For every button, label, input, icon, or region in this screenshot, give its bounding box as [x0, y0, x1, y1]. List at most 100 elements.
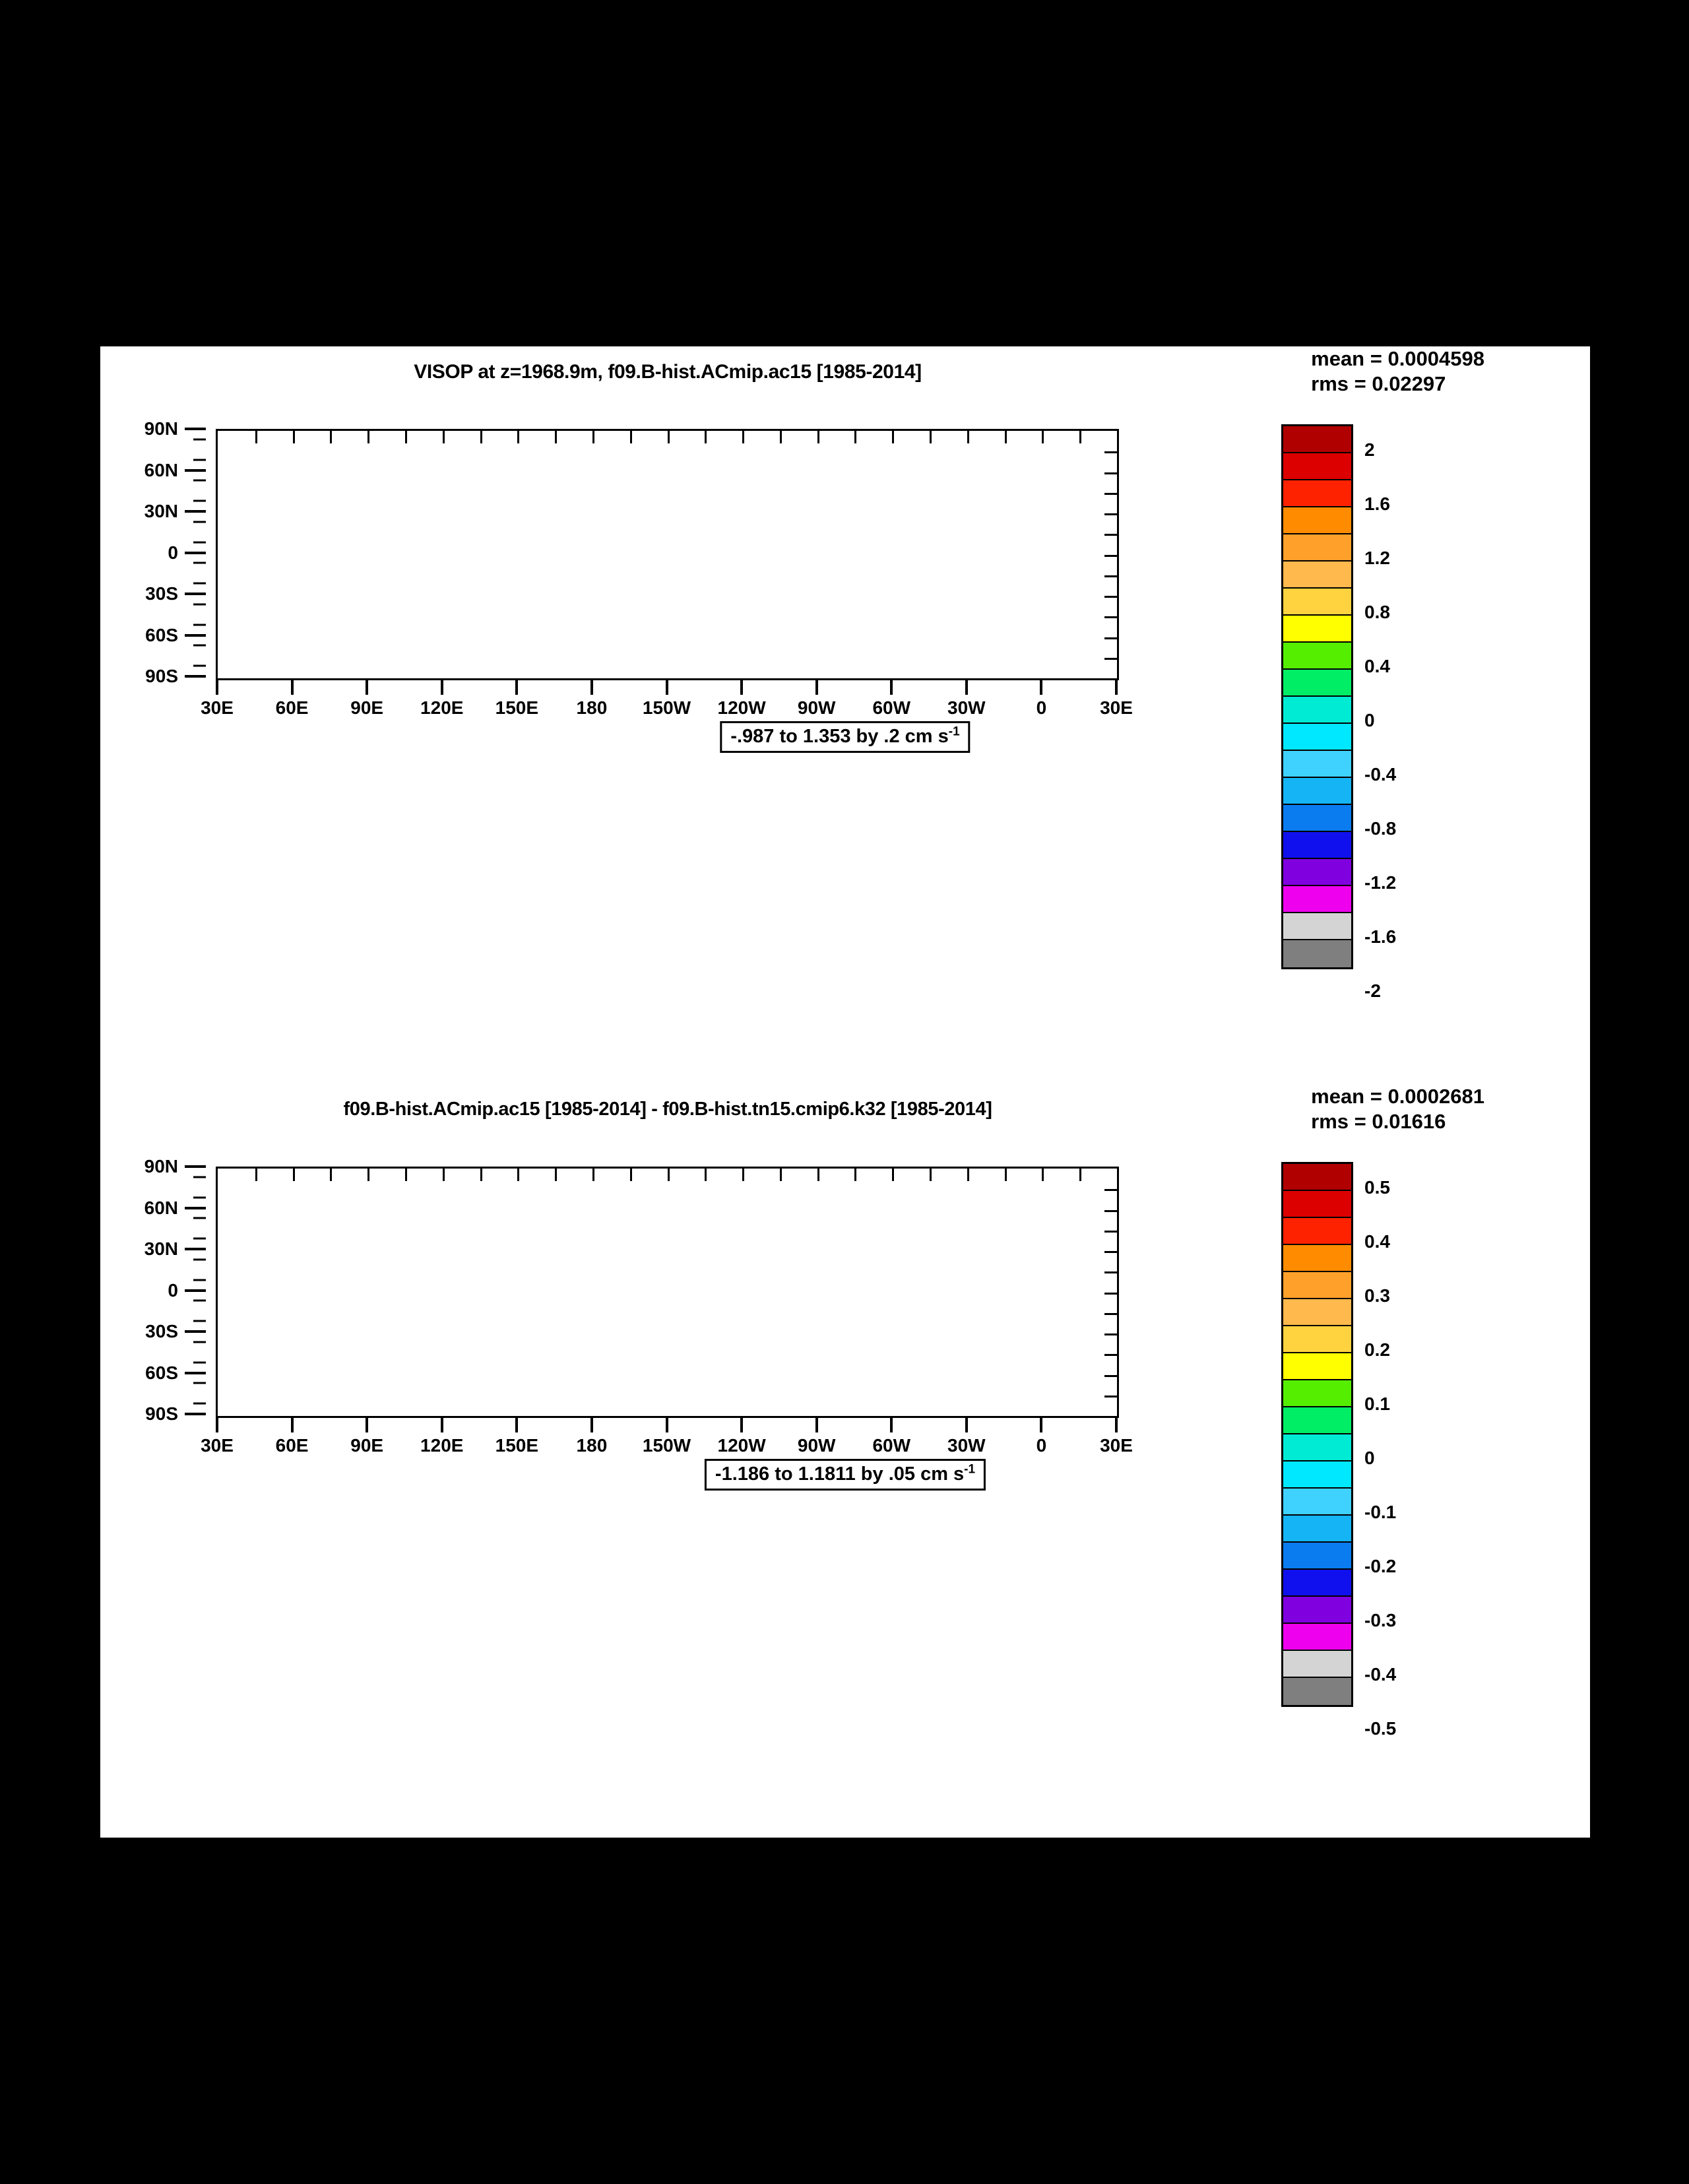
top-frame-tick — [592, 1169, 594, 1181]
top-frame-tick — [404, 1169, 407, 1181]
top-frame-tick — [592, 431, 594, 443]
lat-minor-tick — [193, 1299, 206, 1302]
top-frame-tick — [1004, 431, 1007, 443]
right-frame-tick — [1104, 451, 1117, 454]
lon-tick-label: 90W — [797, 697, 836, 718]
panel-1-title: VISOP at z=1968.9m, f09.B-hist.ACmip.ac1… — [414, 361, 922, 383]
lat-major-tick — [185, 468, 206, 472]
lat-minor-tick — [193, 1402, 206, 1405]
top-frame-tick — [967, 1169, 969, 1181]
right-frame-tick — [1104, 1251, 1117, 1253]
colorbar-cell — [1283, 1380, 1351, 1407]
panel-2-colorbar-cells — [1281, 1162, 1353, 1707]
right-frame-tick — [1104, 1230, 1117, 1233]
panel-2-longitude-axis: 30E 60E 90E 120E 150E 180 150W 120W 90W 60W 30W 0 30… — [201, 1418, 1133, 1464]
colorbar-cell — [1283, 859, 1351, 886]
colorbar-cell — [1283, 1489, 1351, 1516]
lat-minor-tick — [193, 644, 206, 647]
colorbar-cell — [1283, 589, 1351, 616]
lat-minor-tick — [193, 664, 206, 667]
right-frame-tick — [1104, 1333, 1117, 1335]
lat-minor-tick — [193, 624, 206, 626]
colorbar-tick-label: 1.2 — [1364, 548, 1390, 568]
colorbar-cell — [1283, 1299, 1351, 1326]
lon-tick-label: 180 — [576, 697, 608, 718]
colorbar-tick-label: -1.6 — [1364, 926, 1397, 947]
panel-2-colorbar: 0.5 0.4 0.3 0.2 0.1 0 -0.1 -0.2 -0.3 -0.4 -0.5 — [1281, 1162, 1479, 1739]
colorbar-cell — [1283, 940, 1351, 967]
map-panel-2: f09.B-hist.ACmip.ac15 [1985-2014] - f09.… — [100, 1084, 1590, 1836]
colorbar-cell — [1283, 507, 1351, 534]
lon-major-tick — [1040, 1418, 1043, 1432]
right-frame-tick — [1104, 1395, 1117, 1397]
panel-2-mean: mean = 0.0002681 — [1311, 1085, 1484, 1108]
panel-1-colorbar-cells — [1281, 424, 1353, 969]
lon-major-tick — [890, 1418, 893, 1432]
lon-tick-label: 30E — [201, 697, 234, 718]
right-frame-tick — [1104, 1354, 1117, 1357]
colorbar-tick-label: -1.2 — [1364, 872, 1397, 893]
colorbar-cell — [1283, 1191, 1351, 1218]
lon-major-tick — [515, 1418, 519, 1432]
lon-major-tick — [740, 1418, 744, 1432]
lon-major-tick — [366, 680, 369, 695]
panel-1-colorbar: 2 1.6 1.2 0.8 0.4 0 -0.4 -0.8 -1.2 -1.6 -2 — [1281, 424, 1479, 1001]
top-frame-tick — [1079, 1169, 1082, 1181]
lon-major-tick — [515, 680, 519, 695]
right-frame-tick — [1104, 1292, 1117, 1295]
lon-tick-label: 0 — [1036, 697, 1047, 718]
top-frame-tick — [517, 1169, 520, 1181]
right-frame-tick — [1104, 1189, 1117, 1192]
lon-tick-label: 90E — [350, 697, 384, 718]
lat-minor-tick — [193, 1237, 206, 1240]
colorbar-cell — [1283, 1353, 1351, 1380]
top-frame-tick — [817, 1169, 819, 1181]
colorbar-cell — [1283, 426, 1351, 453]
lat-minor-tick — [193, 438, 206, 441]
lat-tick-label: 30N — [144, 501, 178, 521]
lon-major-tick — [890, 680, 893, 695]
lon-tick-label: 30W — [947, 697, 986, 718]
colorbar-tick-label: -0.2 — [1364, 1556, 1397, 1576]
top-frame-tick — [1042, 1169, 1044, 1181]
lon-tick-label: 90E — [350, 1435, 384, 1456]
lon-tick-label: 150E — [495, 697, 539, 718]
lon-major-tick — [965, 680, 968, 695]
colorbar-tick-label: -0.8 — [1364, 818, 1397, 839]
lat-minor-tick — [193, 499, 206, 502]
colorbar-cell — [1283, 1570, 1351, 1597]
lat-minor-tick — [193, 459, 206, 461]
lat-minor-tick — [193, 1341, 206, 1343]
lat-tick-label: 90N — [144, 418, 178, 439]
lon-tick-label: 150W — [642, 1435, 691, 1456]
panel-2-map-field — [218, 1169, 1117, 1416]
colorbar-cell — [1283, 1218, 1351, 1245]
lat-tick-label: 90N — [144, 1156, 178, 1176]
top-frame-tick — [742, 1169, 745, 1181]
lon-tick-label: 30E — [1100, 697, 1133, 718]
lon-major-tick — [1115, 1418, 1118, 1432]
top-frame-tick — [1042, 431, 1044, 443]
colorbar-cell — [1283, 697, 1351, 724]
colorbar-tick-label: 0.4 — [1364, 656, 1390, 676]
lon-major-tick — [366, 1418, 369, 1432]
top-frame-tick — [779, 431, 782, 443]
colorbar-tick-label: -0.1 — [1364, 1502, 1397, 1522]
lat-tick-label: 60S — [145, 1362, 178, 1383]
colorbar-cell — [1283, 1164, 1351, 1191]
top-frame-tick — [367, 1169, 370, 1181]
top-frame-tick — [255, 431, 257, 443]
colorbar-cell — [1283, 1597, 1351, 1624]
lat-tick-label: 30S — [145, 1321, 178, 1341]
colorbar-tick-label: -0.4 — [1364, 1664, 1397, 1685]
top-frame-tick — [854, 431, 857, 443]
lon-major-tick — [740, 680, 744, 695]
colorbar-cell — [1283, 778, 1351, 805]
top-frame-tick — [854, 1169, 857, 1181]
lon-tick-label: 60E — [275, 1435, 309, 1456]
colorbar-cell — [1283, 534, 1351, 562]
lat-minor-tick — [193, 479, 206, 482]
top-frame-tick — [667, 431, 670, 443]
top-frame-tick — [367, 431, 370, 443]
colorbar-cell — [1283, 480, 1351, 507]
